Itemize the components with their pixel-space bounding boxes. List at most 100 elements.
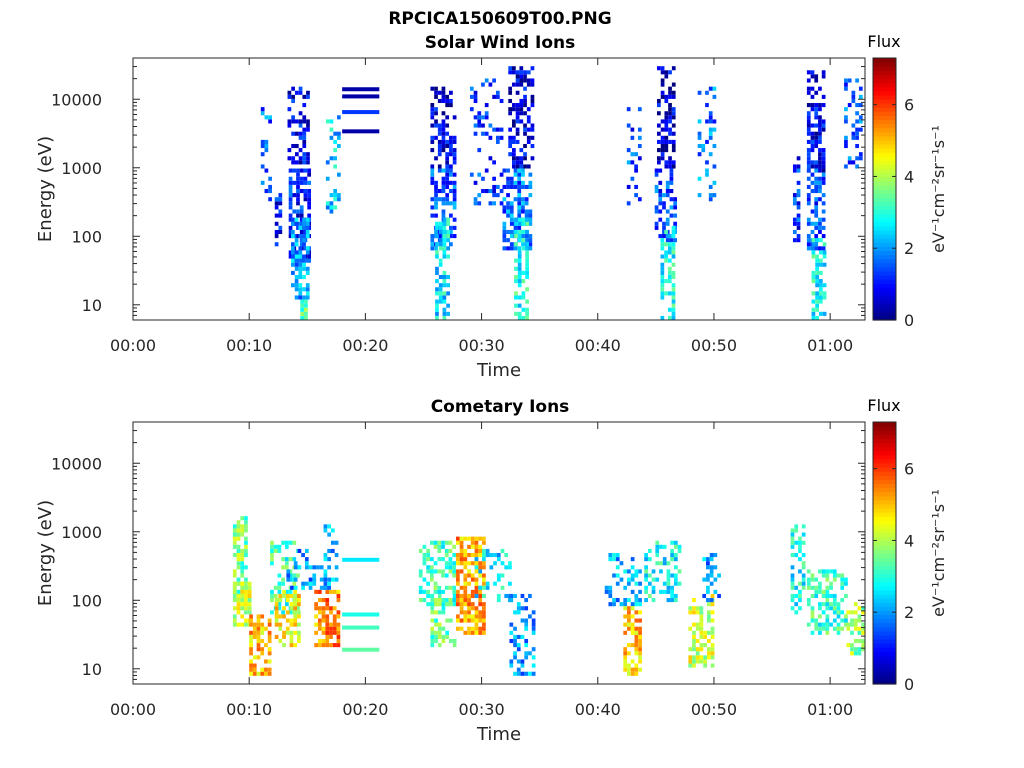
heatmap-cell xyxy=(810,229,815,235)
heatmap-cell xyxy=(293,614,298,619)
heatmap-cell xyxy=(657,160,661,165)
heatmap-cell xyxy=(463,553,468,558)
heatmap-cell xyxy=(296,234,300,239)
heatmap-cell xyxy=(654,172,659,177)
heatmap-cell xyxy=(329,127,334,132)
heatmap-cell xyxy=(474,630,479,635)
heatmap-cell xyxy=(474,614,479,619)
heatmap-cell xyxy=(712,86,717,91)
heatmap-cell xyxy=(321,638,326,644)
colorbar-frame xyxy=(872,57,897,321)
heatmap-cell xyxy=(249,622,253,627)
heatmap-cell xyxy=(528,246,533,251)
heatmap-cell xyxy=(664,135,669,140)
heatmap-cell xyxy=(298,135,303,140)
colorbar-segment xyxy=(873,103,896,108)
colorbar-title: Flux xyxy=(867,396,900,415)
heatmap-cell xyxy=(832,602,837,607)
heatmap-cell xyxy=(668,86,672,91)
heatmap-cell xyxy=(452,152,457,157)
heatmap-cell xyxy=(713,565,718,570)
heatmap-cell xyxy=(623,667,628,672)
heatmap-cell xyxy=(422,553,427,558)
heatmap-cell xyxy=(298,291,303,296)
heatmap-cell xyxy=(526,115,531,120)
heatmap-cell xyxy=(240,553,245,558)
heatmap-cell xyxy=(710,602,715,607)
heatmap-cell xyxy=(291,234,295,239)
heatmap-cell xyxy=(528,234,533,239)
heatmap-cell xyxy=(297,630,301,635)
heatmap-cell xyxy=(445,160,450,165)
heatmap-cell xyxy=(482,565,486,570)
heatmap-cell xyxy=(300,315,305,320)
heatmap-cell xyxy=(670,593,674,599)
heatmap-cell xyxy=(521,295,526,300)
heatmap-cell xyxy=(502,221,507,226)
heatmap-cell xyxy=(302,238,306,243)
colorbar-segment xyxy=(873,90,896,96)
heatmap-cell xyxy=(671,287,676,292)
heatmap-cell xyxy=(665,238,670,243)
heatmap-cell xyxy=(705,119,709,124)
heatmap-cell xyxy=(482,614,486,619)
heatmap-cell xyxy=(489,553,494,558)
heatmap-cell xyxy=(481,131,485,136)
heatmap-cell xyxy=(524,651,529,656)
heatmap-cell xyxy=(302,266,306,271)
heatmap-cell xyxy=(449,164,453,169)
heatmap-cell xyxy=(811,250,816,255)
heatmap-cell xyxy=(519,82,524,87)
heatmap-cell xyxy=(844,143,848,149)
heatmap-cell xyxy=(296,168,300,173)
heatmap-cell xyxy=(509,201,514,206)
heatmap-cell xyxy=(252,634,257,639)
heatmap-cell xyxy=(528,180,533,185)
heatmap-cell xyxy=(708,193,713,198)
heatmap-cell xyxy=(508,152,513,157)
heatmap-cell xyxy=(277,589,282,594)
heatmap-cell xyxy=(452,643,457,648)
heatmap-cell xyxy=(810,148,815,153)
heatmap-cell xyxy=(512,139,516,144)
heatmap-cell xyxy=(317,638,322,644)
heatmap-cell xyxy=(496,573,501,578)
heatmap-cell xyxy=(267,671,272,676)
heatmap-cell xyxy=(488,135,493,140)
heatmap-cell xyxy=(526,107,531,112)
heatmap-cell xyxy=(307,180,312,185)
colorbar-segment xyxy=(873,189,896,194)
heatmap-cell xyxy=(673,197,678,202)
heatmap-cell xyxy=(446,229,450,235)
heatmap-cell xyxy=(284,565,289,570)
heatmap-cell xyxy=(236,593,241,599)
heatmap-cell xyxy=(435,307,439,312)
heatmap-cell xyxy=(630,577,635,582)
heatmap-cell xyxy=(818,168,822,173)
heatmap-cell xyxy=(521,279,526,284)
colorbar-segment xyxy=(873,630,896,636)
heatmap-cell xyxy=(509,221,514,226)
heatmap-cell xyxy=(857,618,862,623)
heatmap-cell xyxy=(851,98,856,104)
heatmap-cell xyxy=(667,291,672,296)
heatmap-cell xyxy=(517,311,522,316)
heatmap-cell xyxy=(274,205,279,210)
heatmap-cell xyxy=(482,630,486,635)
heatmap-cell xyxy=(441,540,445,545)
colorbar-segment xyxy=(873,507,896,513)
heatmap-cell xyxy=(634,193,638,198)
colorbar-segment xyxy=(873,561,896,566)
heatmap-cell xyxy=(673,553,678,558)
heatmap-cell xyxy=(692,610,696,615)
heatmap-cell xyxy=(474,536,479,541)
heatmap-cell xyxy=(448,561,453,566)
heatmap-cell xyxy=(438,295,443,300)
heatmap-cell xyxy=(512,119,516,124)
heatmap-cell xyxy=(264,168,269,173)
heatmap-cell xyxy=(305,270,310,275)
heatmap-cell xyxy=(330,528,335,533)
heatmap-cell xyxy=(445,634,450,639)
heatmap-cell xyxy=(634,593,639,599)
heatmap-cell xyxy=(658,193,663,198)
